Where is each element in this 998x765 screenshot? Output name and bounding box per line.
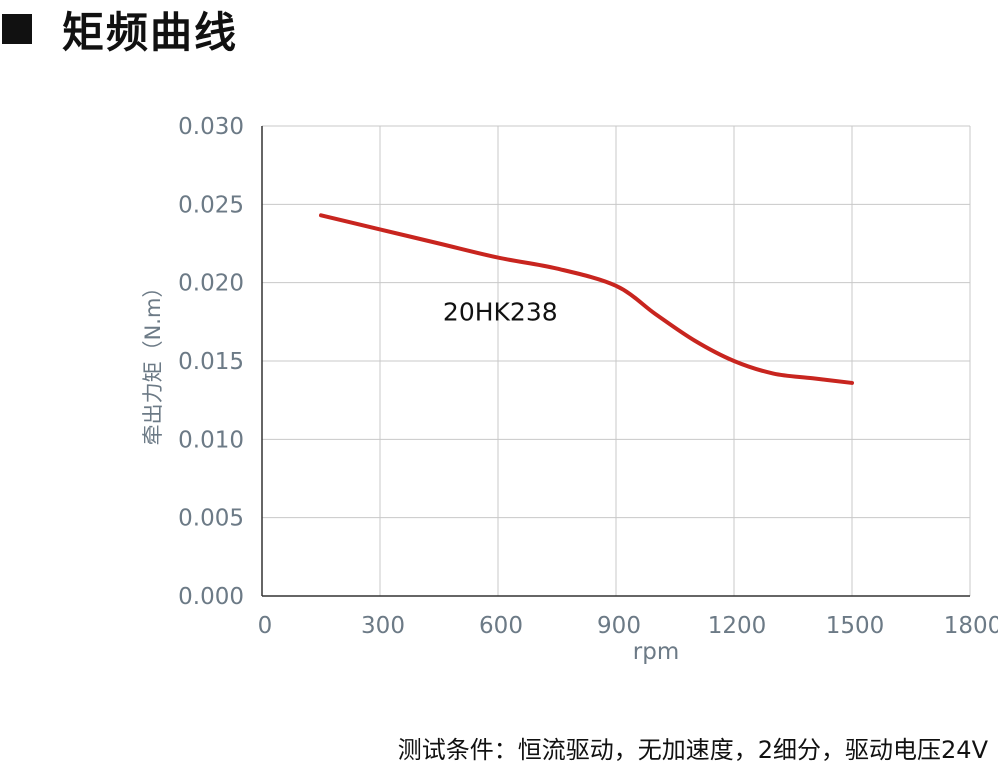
y-tick-label: 0.030 — [178, 114, 244, 140]
y-tick-label: 0.020 — [178, 271, 244, 297]
x-tick-label: 1200 — [708, 613, 767, 639]
y-axis-label: 牵出力矩（N.m） — [141, 277, 165, 446]
series-layer — [319, 213, 854, 385]
header: 矩频曲线 — [0, 4, 238, 57]
y-tick-label: 0.010 — [178, 427, 244, 453]
y-tick-label: 0.005 — [178, 506, 244, 532]
x-tick-label: 1800 — [944, 613, 998, 639]
test-conditions-note: 测试条件：恒流驱动，无加速度，2细分，驱动电压24V — [397, 736, 988, 764]
y-tick-label: 0.000 — [178, 584, 244, 610]
square-bullet-icon — [2, 14, 32, 44]
page-title: 矩频曲线 — [62, 7, 239, 57]
label-layer: 0 300 600 900 1200 1500 1800 0.000 0.005 0.010 0.0… — [141, 114, 998, 665]
x-axis-label: rpm — [633, 639, 679, 665]
series-label: 20HK238 — [443, 297, 558, 326]
axis-layer — [261, 126, 970, 597]
x-tick-label: 1500 — [826, 613, 885, 639]
x-tick-label: 600 — [479, 613, 523, 639]
series-line — [319, 213, 854, 385]
y-tick-label: 0.015 — [178, 349, 244, 375]
grid-layer — [262, 125, 971, 596]
y-tick-label: 0.025 — [178, 192, 244, 218]
x-tick-label: 300 — [361, 613, 405, 639]
x-tick-label: 0 — [258, 613, 273, 639]
x-tick-label: 900 — [597, 613, 641, 639]
